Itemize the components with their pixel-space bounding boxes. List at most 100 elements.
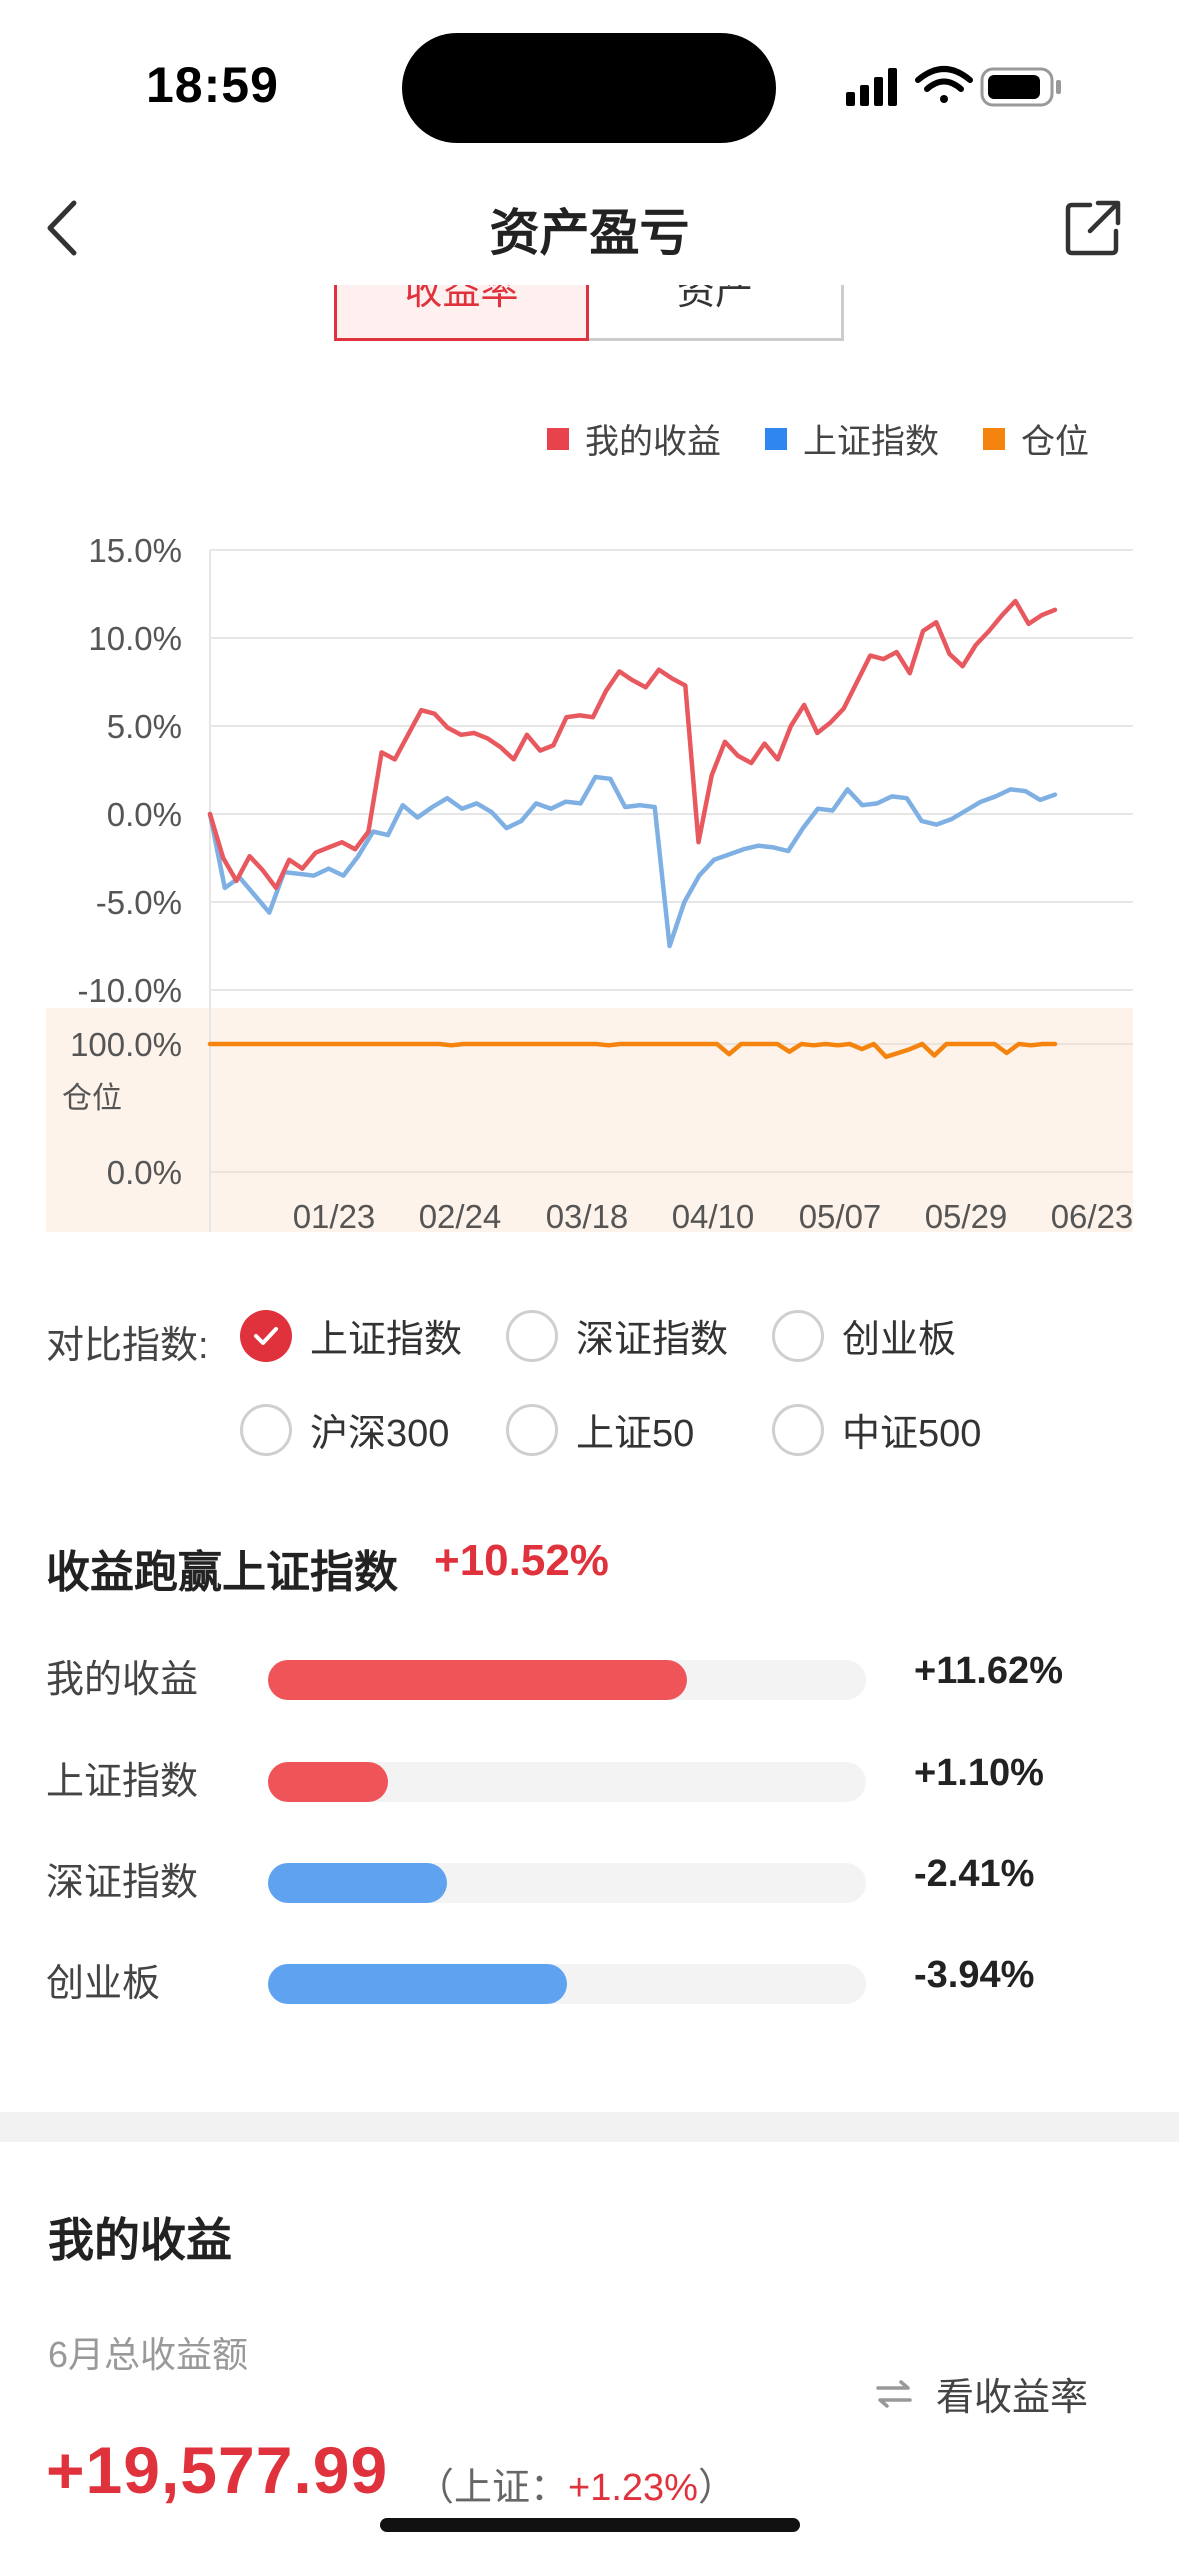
- bar-label: 深证指数: [46, 1862, 199, 1904]
- bar-track: [268, 1863, 866, 1903]
- legend-item-position: 仓位: [983, 414, 1089, 463]
- series-line-my-return: [207, 598, 1058, 891]
- my-income-title: 我的收益: [48, 2214, 232, 2266]
- bar-value: -2.41%: [914, 1853, 1035, 1895]
- status-icons: [840, 62, 1090, 112]
- x-tick-label: 05/29: [925, 1198, 1008, 1235]
- radio-circle-icon: [506, 1403, 558, 1456]
- tab-return-rate[interactable]: 收益率: [334, 285, 589, 341]
- bar-label: 我的收益: [46, 1659, 199, 1701]
- tab-assets[interactable]: 资产: [589, 285, 844, 341]
- y-tick-label: -10.0%: [77, 972, 182, 1009]
- status-time: 18:59: [146, 57, 279, 113]
- nav-bar: 资产盈亏: [0, 175, 1179, 285]
- compare-note-suffix: ）: [697, 2467, 736, 2509]
- home-indicator: [380, 2518, 800, 2532]
- shanghai-compare-note: （上证：+1.23%）: [416, 2456, 736, 2511]
- signal-icon: [846, 68, 897, 106]
- view-return-rate-button[interactable]: 看收益率: [874, 2366, 1088, 2421]
- legend-swatch: [547, 427, 569, 450]
- bar-row-shenzhen-index: 深证指数 -2.41%: [46, 1851, 1146, 1911]
- bar-row-my-return: 我的收益 +11.62%: [46, 1648, 1146, 1708]
- return-chart[interactable]: 15.0% 10.0% 5.0% 0.0% -5.0% -10.0% 100.0% 0.0% 仓…: [0, 500, 1179, 1240]
- radio-sse50[interactable]: 上证50: [506, 1402, 694, 1457]
- check-icon: [240, 1309, 292, 1362]
- compare-note-prefix: （上证：: [416, 2467, 569, 2509]
- segmented-control: 收益率 资产: [334, 285, 844, 341]
- bar-fill: [268, 1660, 687, 1700]
- radio-label: 上证50: [576, 1413, 695, 1455]
- legend-item-shanghai-index: 上证指数: [765, 414, 939, 463]
- bar-row-shanghai-index: 上证指数 +1.10%: [46, 1750, 1146, 1810]
- radio-label: 中证500: [842, 1413, 982, 1455]
- tab-assets-label: 资产: [676, 285, 753, 313]
- y-tick-label: 10.0%: [88, 620, 182, 657]
- compare-index-selector: 对比指数: 上证指数 深证指数 创业板 沪深300 上证50 中证500: [46, 1300, 1146, 1480]
- position-axis-label: 仓位: [62, 1082, 122, 1115]
- bar-fill: [268, 1762, 388, 1802]
- x-tick-label: 06/23: [1051, 1198, 1134, 1235]
- legend-swatch: [765, 427, 787, 450]
- beat-title: 收益跑赢上证指数: [46, 1548, 398, 1597]
- legend-swatch: [983, 427, 1005, 450]
- battery-icon: [980, 67, 1061, 107]
- radio-csi500[interactable]: 中证500: [772, 1402, 981, 1457]
- series-line-position: [207, 1041, 1058, 1060]
- y-tick-label: 15.0%: [88, 532, 182, 569]
- month-total-label: 6月总收益额: [48, 2334, 249, 2375]
- chevron-left-icon: [47, 200, 77, 256]
- radio-label: 创业板: [842, 1319, 957, 1361]
- radio-circle-icon: [772, 1309, 824, 1362]
- y-tick-label: 5.0%: [107, 708, 182, 745]
- bar-fill: [268, 1964, 567, 2004]
- bar-fill: [268, 1863, 448, 1903]
- legend-label: 仓位: [1021, 423, 1089, 461]
- chart-legend: 我的收益 上证指数 仓位: [547, 414, 1089, 463]
- radio-csi300[interactable]: 沪深300: [240, 1402, 449, 1457]
- bar-track: [268, 1660, 866, 1700]
- wifi-icon: [915, 66, 973, 103]
- swap-icon: [876, 2379, 912, 2408]
- bar-track: [268, 1762, 866, 1802]
- return-chart-svg: 15.0% 10.0% 5.0% 0.0% -5.0% -10.0% 100.0% 0.0% 仓…: [46, 532, 1134, 1235]
- x-tick-label: 02/24: [419, 1198, 502, 1235]
- radio-label: 上证指数: [310, 1319, 463, 1361]
- bar-value: +11.62%: [914, 1650, 1063, 1692]
- share-button[interactable]: [1062, 197, 1124, 259]
- dynamic-island: [402, 33, 776, 143]
- radio-label: 沪深300: [310, 1413, 450, 1455]
- bar-value: -3.94%: [914, 1954, 1035, 1996]
- series-line-shanghai-index: [207, 774, 1058, 949]
- compare-label: 对比指数:: [46, 1325, 209, 1367]
- bar-label: 上证指数: [46, 1761, 199, 1803]
- section-divider: [0, 2112, 1179, 2142]
- position-tick-label: 0.0%: [107, 1154, 182, 1191]
- bar-label: 创业板: [46, 1963, 161, 2005]
- total-income-amount: +19,577.99: [46, 2433, 389, 2507]
- x-tick-label: 03/18: [546, 1198, 629, 1235]
- page-title: 资产盈亏: [489, 205, 690, 261]
- radio-label: 深证指数: [576, 1319, 729, 1361]
- status-bar: 18:59: [0, 0, 1179, 175]
- radio-circle-icon: [240, 1403, 292, 1456]
- position-tick-label: 100.0%: [70, 1026, 182, 1063]
- compare-note-value: +1.23%: [568, 2467, 698, 2509]
- bar-track: [268, 1964, 866, 2004]
- radio-circle-icon: [772, 1403, 824, 1456]
- radio-chinext[interactable]: 创业板: [772, 1308, 956, 1363]
- x-tick-label: 05/07: [799, 1198, 882, 1235]
- share-icon: [1065, 200, 1121, 256]
- x-tick-label: 04/10: [672, 1198, 755, 1235]
- bar-value: +1.10%: [914, 1752, 1044, 1794]
- bar-row-chinext: 创业板 -3.94%: [46, 1952, 1146, 2012]
- x-tick-label: 01/23: [293, 1198, 376, 1235]
- beat-value: +10.52%: [434, 1536, 609, 1585]
- y-tick-label: -5.0%: [96, 884, 182, 921]
- legend-label: 上证指数: [803, 423, 939, 461]
- tab-return-rate-label: 收益率: [404, 285, 519, 313]
- radio-shenzhen-index[interactable]: 深证指数: [506, 1308, 728, 1363]
- radio-circle-icon: [506, 1309, 558, 1362]
- legend-item-my-return: 我的收益: [547, 414, 721, 463]
- radio-shanghai-index[interactable]: 上证指数: [240, 1308, 462, 1363]
- back-button[interactable]: [36, 195, 96, 261]
